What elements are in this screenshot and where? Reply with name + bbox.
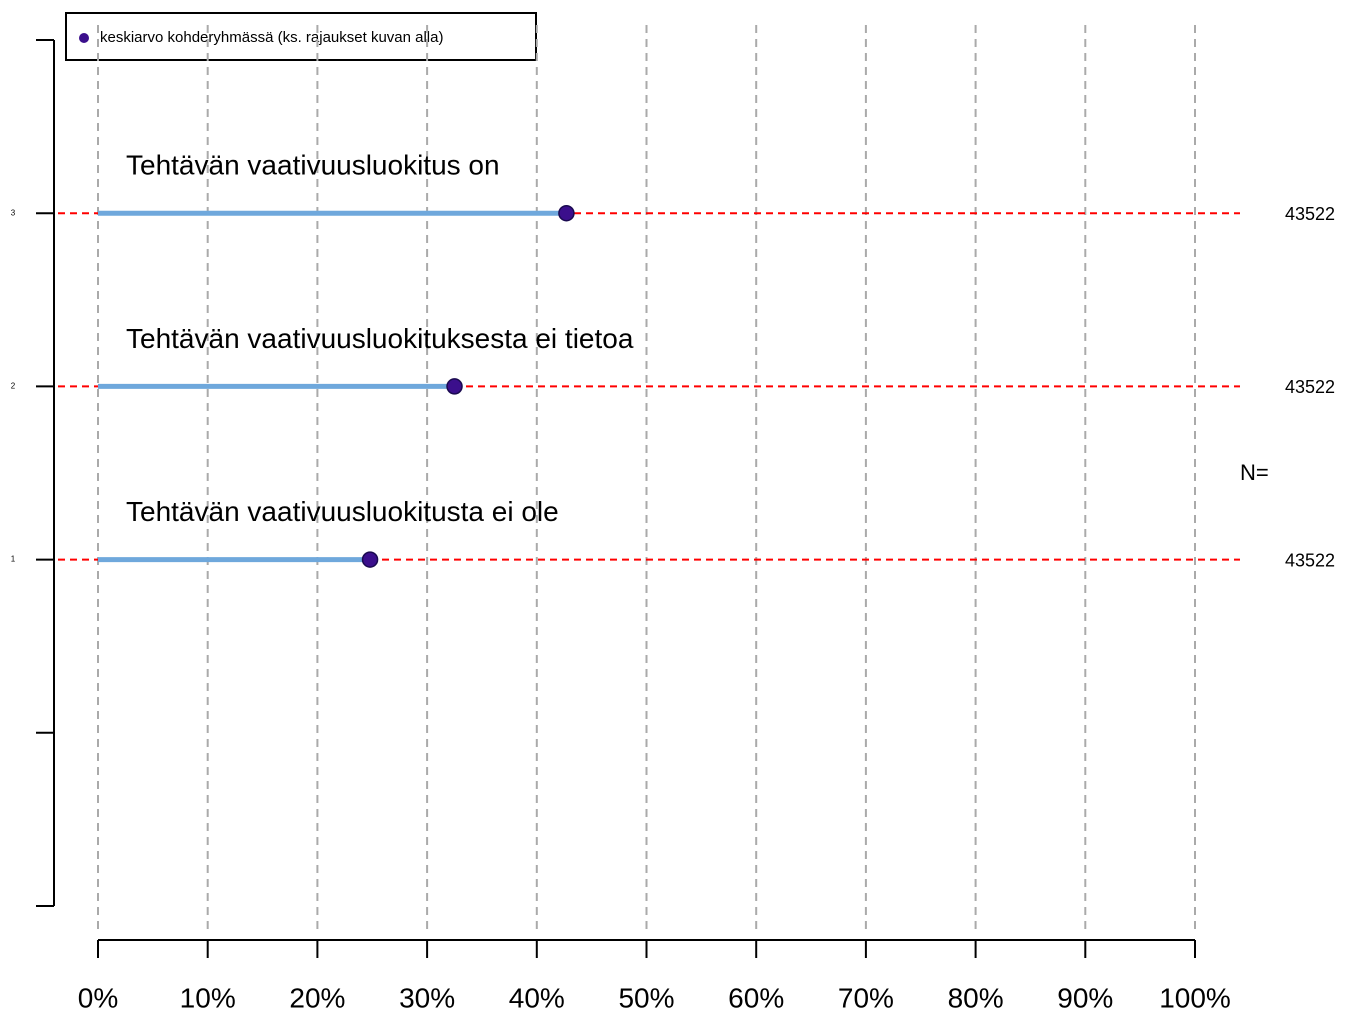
category-label: Tehtävän vaativuusluokitusta ei ole xyxy=(126,496,559,527)
point xyxy=(558,204,575,222)
y-tick-label: 2 xyxy=(11,382,16,391)
x-tick-label: 100% xyxy=(1159,982,1231,1013)
legend-label: keskiarvo kohderyhmässä (ks. rajaukset k… xyxy=(100,29,443,46)
x-tick-label: 40% xyxy=(509,982,565,1013)
y-tick-label: 1 xyxy=(11,555,16,564)
y-tick-label: 3 xyxy=(11,208,16,217)
category-label: Tehtävän vaativuusluokituksesta ei tieto… xyxy=(126,323,634,354)
n-label: N= xyxy=(1240,460,1269,485)
x-tick-label: 20% xyxy=(289,982,345,1013)
x-tick-label: 0% xyxy=(78,982,118,1013)
x-tick-label: 60% xyxy=(728,982,784,1013)
x-tick-label: 80% xyxy=(948,982,1004,1013)
point xyxy=(446,378,463,395)
x-tick-label: 50% xyxy=(618,982,674,1013)
n-value: 43522 xyxy=(1285,550,1335,570)
x-tick-label: 90% xyxy=(1057,982,1113,1013)
category-label: Tehtävän vaativuusluokitus on xyxy=(126,150,500,181)
x-tick-label: 30% xyxy=(399,982,455,1013)
legend-box xyxy=(65,12,537,61)
x-tick-label: 70% xyxy=(838,982,894,1013)
x-tick-label: 10% xyxy=(180,982,236,1013)
n-value: 43522 xyxy=(1285,204,1335,224)
n-value: 43522 xyxy=(1285,377,1335,397)
point xyxy=(361,551,379,568)
legend-marker xyxy=(79,33,89,43)
